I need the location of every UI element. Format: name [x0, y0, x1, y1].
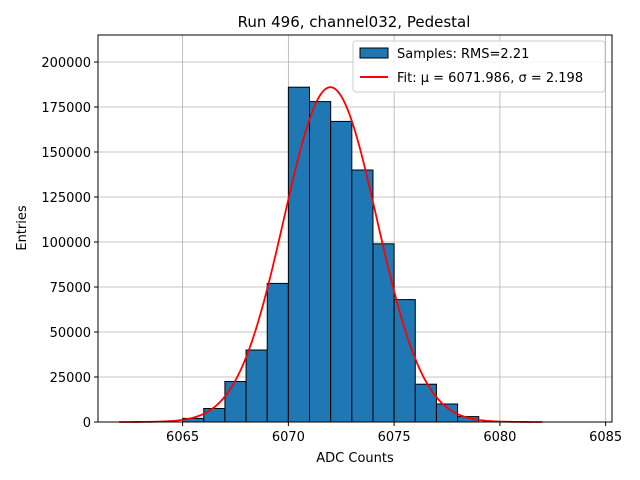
legend-bar-swatch	[359, 47, 389, 59]
legend-box	[352, 40, 606, 93]
x-axis-label: ADC Counts	[316, 451, 394, 466]
histogram-bar	[330, 120, 353, 423]
histogram-bars	[182, 86, 480, 423]
histogram-bar	[351, 169, 374, 423]
histogram-bar	[414, 383, 437, 423]
x-tick-label: 6085	[589, 430, 622, 445]
legend: Samples: RMS=2.21 Fit: μ = 6071.986, σ =…	[352, 40, 606, 93]
histogram-bar	[266, 282, 289, 423]
histogram-bar	[309, 101, 332, 423]
y-tick-label: 50000	[50, 326, 91, 341]
x-tick-label: 6075	[378, 430, 411, 445]
y-tick-label: 25000	[50, 371, 91, 386]
histogram-bar	[203, 408, 226, 423]
gaussian-fit-curve	[119, 86, 543, 423]
y-tick-label: 175000	[41, 101, 91, 116]
histogram-bar	[372, 243, 395, 423]
histogram-bar	[224, 381, 247, 423]
fit-curve-group	[119, 86, 543, 423]
y-axis-ticks: 0 25000 50000 75000 100000 125000 150000 175000…	[41, 56, 98, 431]
histogram-bar	[393, 299, 416, 423]
legend-label-fit: Fit: μ = 6071.986, σ = 2.198	[397, 71, 583, 86]
plot-frame	[97, 34, 613, 423]
x-tick-label: 6080	[483, 430, 516, 445]
y-tick-label: 75000	[50, 281, 91, 296]
histogram-bar	[245, 349, 268, 423]
y-tick-label: 150000	[41, 146, 91, 161]
y-tick-label: 200000	[41, 56, 91, 71]
x-tick-label: 6065	[166, 430, 199, 445]
x-axis-ticks: 6065 6070 6075 6080 6085	[166, 422, 622, 445]
x-tick-label: 6070	[272, 430, 305, 445]
y-tick-label: 125000	[41, 191, 91, 206]
y-tick-label: 100000	[41, 236, 91, 251]
y-tick-label: 0	[83, 416, 91, 431]
histogram-bar	[287, 86, 311, 423]
y-axis-label: Entries	[15, 205, 30, 251]
legend-label-samples: Samples: RMS=2.21	[397, 47, 529, 62]
chart-title: Run 496, channel032, Pedestal	[238, 13, 471, 31]
